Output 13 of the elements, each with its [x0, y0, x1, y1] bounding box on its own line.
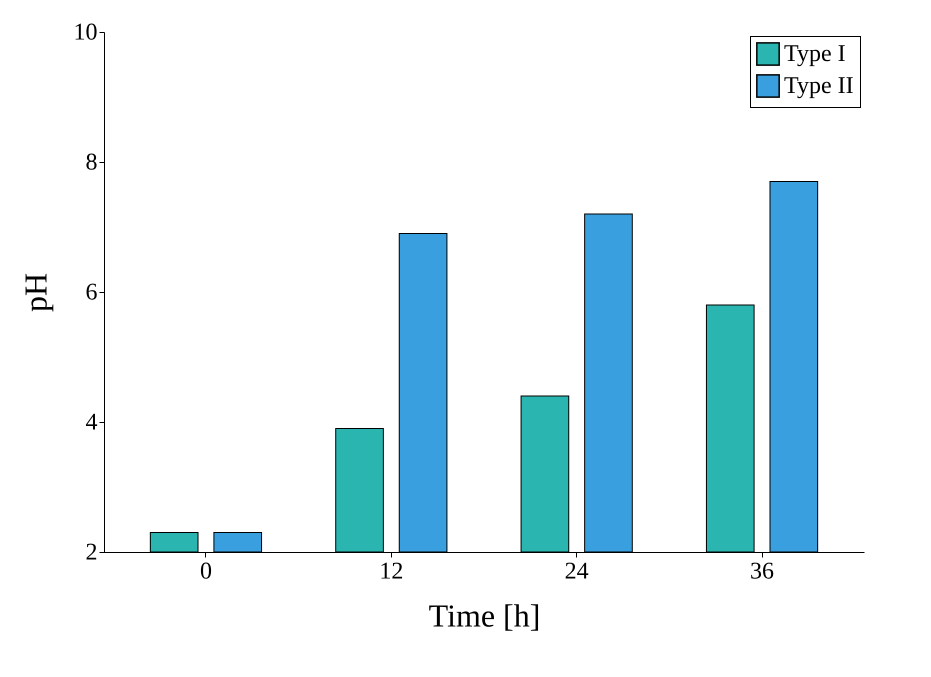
y-axis-title: pH — [18, 272, 54, 312]
y-tick-label: 6 — [86, 280, 98, 306]
x-tick-label: 12 — [379, 558, 404, 584]
legend-label: Type II — [784, 73, 854, 99]
x-axis-title: Time [h] — [428, 598, 540, 634]
x-tick-label: 36 — [750, 558, 774, 584]
y-tick-label: 4 — [86, 410, 98, 436]
y-tick-label: 8 — [86, 150, 98, 176]
y-tick-label: 10 — [74, 20, 98, 46]
x-tick-label: 24 — [564, 558, 589, 584]
y-tick-label: 2 — [86, 540, 98, 566]
legend-label: Type I — [784, 41, 846, 67]
x-tick-label: 0 — [200, 558, 212, 584]
